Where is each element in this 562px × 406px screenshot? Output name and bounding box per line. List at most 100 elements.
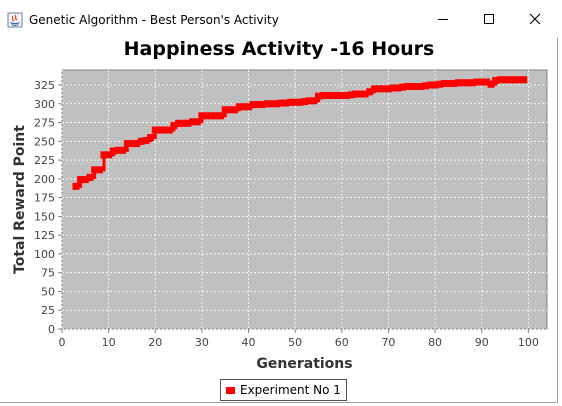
- data-point: [128, 140, 136, 148]
- data-point: [370, 85, 378, 93]
- data-point: [310, 97, 318, 105]
- data-point: [361, 90, 369, 98]
- data-point: [133, 140, 141, 148]
- data-point: [282, 99, 290, 107]
- data-point: [510, 76, 518, 84]
- y-tick-label: 300: [34, 98, 55, 111]
- data-point: [207, 112, 215, 120]
- data-point: [478, 78, 486, 86]
- data-point: [426, 81, 434, 89]
- y-tick-label: 100: [34, 248, 55, 261]
- window-title: Genetic Algorithm - Best Person's Activi…: [29, 13, 279, 27]
- data-point: [506, 76, 514, 84]
- data-point: [324, 92, 332, 100]
- data-point: [259, 101, 267, 109]
- close-button[interactable]: [512, 0, 557, 38]
- data-point: [249, 101, 257, 109]
- data-point: [417, 83, 425, 91]
- data-point: [263, 100, 271, 108]
- data-point: [347, 91, 355, 99]
- data-point: [72, 182, 80, 190]
- data-point: [212, 112, 220, 120]
- data-point: [198, 112, 206, 120]
- data-point: [520, 76, 528, 84]
- maximize-icon: [483, 14, 494, 24]
- data-point: [123, 140, 131, 148]
- data-point: [77, 176, 85, 184]
- y-tick-label: 175: [34, 192, 55, 205]
- data-point: [277, 99, 285, 107]
- y-axis-label: Total Reward Point: [12, 125, 28, 274]
- legend-marker: [226, 386, 235, 394]
- data-point: [119, 146, 127, 154]
- data-point: [454, 79, 462, 87]
- chart-title: Happiness Activity -16 Hours: [123, 38, 435, 60]
- data-point: [412, 83, 420, 91]
- data-point: [151, 126, 159, 134]
- data-point: [515, 76, 523, 84]
- data-point: [291, 98, 299, 106]
- data-point: [240, 103, 248, 111]
- data-point: [268, 100, 276, 108]
- y-tick-label: 75: [41, 267, 55, 280]
- data-point: [450, 80, 458, 88]
- data-point: [165, 126, 173, 134]
- data-point: [333, 92, 341, 100]
- x-tick-label: 40: [242, 336, 256, 349]
- data-point: [389, 84, 397, 92]
- java-app-icon: [7, 12, 23, 28]
- data-point: [403, 83, 411, 91]
- x-tick-label: 70: [381, 336, 395, 349]
- data-point: [231, 106, 239, 114]
- maximize-button[interactable]: [466, 0, 511, 38]
- data-point: [492, 77, 500, 85]
- data-point: [105, 151, 113, 159]
- data-point: [287, 98, 295, 106]
- data-point: [464, 79, 472, 87]
- data-point: [473, 78, 481, 86]
- data-point: [184, 119, 192, 127]
- data-point: [193, 118, 201, 126]
- data-point: [91, 166, 99, 174]
- y-tick-label: 225: [34, 154, 55, 167]
- data-point: [161, 126, 169, 134]
- data-point: [436, 80, 444, 88]
- minimize-button[interactable]: [420, 0, 465, 38]
- data-point: [468, 79, 476, 87]
- data-point: [179, 119, 187, 127]
- data-point: [189, 118, 197, 126]
- data-point: [114, 146, 122, 154]
- data-point: [203, 112, 211, 120]
- x-tick-label: 80: [428, 336, 442, 349]
- data-point: [217, 112, 225, 120]
- tick-labels: 0 10 20 30 40 50 60 70 80 90 100 0 25 50 75 100 125 150 17…: [34, 79, 539, 349]
- data-point: [394, 84, 402, 92]
- axes: [58, 84, 529, 333]
- x-tick-label: 30: [195, 336, 209, 349]
- x-tick-label: 0: [59, 336, 66, 349]
- chart-canvas: 0 10 20 30 40 50 60 70 80 90 100 0 25 50 75 100 125 150 17…: [12, 69, 548, 372]
- data-point: [459, 79, 467, 87]
- data-point: [422, 82, 430, 90]
- data-point: [445, 80, 453, 88]
- data-point: [170, 122, 178, 130]
- close-icon: [529, 13, 540, 25]
- y-tick-label: 275: [34, 117, 55, 130]
- data-point: [147, 134, 155, 142]
- data-point: [142, 137, 150, 145]
- data-point: [431, 81, 439, 89]
- x-tick-label: 60: [335, 336, 349, 349]
- data-point: [408, 83, 416, 91]
- data-point: [100, 151, 108, 159]
- y-tick-label: 25: [41, 304, 55, 317]
- title-bar[interactable]: Genetic Algorithm - Best Person's Activi…: [0, 0, 558, 38]
- data-point: [366, 88, 374, 96]
- data-point: [328, 92, 336, 100]
- x-tick-label: 20: [148, 336, 162, 349]
- data-point: [301, 98, 308, 106]
- data-point: [352, 90, 360, 98]
- data-point: [235, 103, 243, 111]
- y-tick-label: 200: [34, 173, 55, 186]
- data-point: [95, 166, 103, 174]
